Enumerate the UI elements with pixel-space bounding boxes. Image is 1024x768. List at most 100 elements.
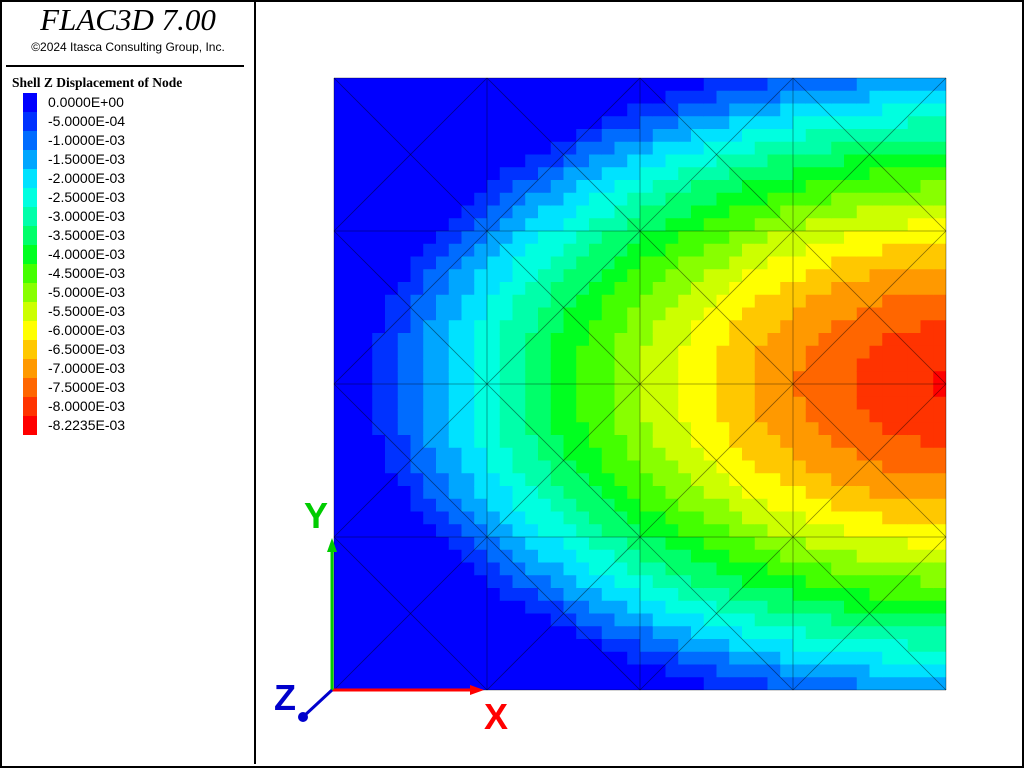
- contour-cell: [525, 384, 539, 398]
- contour-cell: [907, 677, 922, 690]
- contour-cell: [831, 78, 845, 92]
- contour-cell: [410, 78, 424, 92]
- contour-cell: [652, 626, 667, 640]
- contour-cell: [474, 639, 488, 653]
- contour-cell: [907, 409, 922, 423]
- contour-cell: [716, 562, 730, 576]
- contour-cell: [512, 524, 526, 538]
- contour-cell: [385, 256, 399, 270]
- contour-cell: [856, 626, 871, 640]
- contour-cell: [487, 562, 501, 576]
- contour-cell: [525, 422, 539, 436]
- contour-cell: [448, 320, 463, 334]
- contour-cell: [563, 154, 577, 168]
- contour-cell: [576, 562, 590, 576]
- contour-cell: [397, 141, 412, 156]
- contour-cell: [856, 256, 871, 270]
- contour-cell: [589, 345, 603, 360]
- contour-cell: [640, 639, 654, 653]
- contour-cell: [678, 256, 692, 270]
- contour-cell: [920, 103, 934, 117]
- contour-cell: [461, 371, 475, 385]
- contour-cell: [665, 664, 679, 678]
- contour-cell: [793, 180, 807, 194]
- contour-cell: [346, 626, 361, 640]
- contour-cell: [844, 78, 858, 92]
- contour-cell: [487, 422, 501, 436]
- contour-cell: [729, 243, 743, 258]
- contour-cell: [436, 651, 450, 666]
- contour-plot[interactable]: YXZ: [258, 2, 1022, 766]
- contour-cell: [359, 154, 373, 168]
- contour-cell: [844, 588, 858, 602]
- contour-cell: [640, 307, 654, 321]
- contour-cell: [831, 384, 845, 398]
- contour-cell: [933, 639, 946, 653]
- contour-cell: [589, 473, 603, 487]
- contour-cell: [665, 333, 679, 347]
- contour-cell: [627, 486, 641, 500]
- contour-cell: [729, 511, 743, 525]
- contour-cell: [805, 600, 820, 615]
- contour-cell: [933, 549, 946, 564]
- contour-cell: [818, 154, 832, 168]
- contour-cell: [920, 384, 934, 398]
- contour-cell: [423, 116, 437, 130]
- contour-cell: [818, 524, 832, 538]
- contour-cell: [703, 460, 718, 474]
- contour-cell: [933, 320, 946, 334]
- contour-cell: [487, 167, 501, 181]
- contour-cell: [512, 320, 526, 334]
- contour-cell: [372, 103, 386, 117]
- mesh-line: [639, 536, 794, 691]
- contour-cell: [346, 192, 361, 207]
- contour-cell: [869, 282, 883, 296]
- contour-cell: [474, 409, 488, 423]
- contour-cell: [856, 218, 871, 232]
- contour-cell: [831, 333, 845, 347]
- contour-cell: [652, 90, 667, 105]
- contour-cell: [831, 167, 845, 181]
- contour-cell: [627, 141, 641, 156]
- contour-cell: [907, 613, 922, 627]
- contour-cell: [372, 460, 386, 474]
- contour-cell: [334, 78, 348, 92]
- contour-cell: [742, 282, 756, 296]
- contour-cell: [856, 103, 871, 117]
- contour-cell: [461, 243, 475, 258]
- contour-cell: [895, 345, 909, 360]
- contour-cell: [550, 320, 565, 334]
- contour-cell: [461, 524, 475, 538]
- contour-cell: [601, 447, 616, 462]
- contour-cell: [563, 639, 577, 653]
- contour-cell: [576, 537, 590, 551]
- contour-cell: [538, 409, 552, 423]
- contour-cell: [614, 116, 628, 130]
- contour-cell: [576, 231, 590, 245]
- contour-cell: [716, 371, 730, 385]
- contour-cell: [742, 486, 756, 500]
- contour-cell: [716, 116, 730, 130]
- contour-cell: [474, 269, 488, 283]
- contour-cell: [372, 473, 386, 487]
- contour-cell: [563, 345, 577, 360]
- contour-cell: [550, 575, 565, 589]
- contour-cell: [729, 473, 743, 487]
- contour-cell: [742, 639, 756, 653]
- contour-cell: [895, 205, 909, 219]
- contour-cell: [397, 588, 412, 602]
- contour-cell: [729, 294, 743, 309]
- contour-cell: [652, 435, 667, 449]
- contour-cell: [474, 473, 488, 487]
- title-divider: [6, 65, 244, 67]
- contour-cell: [691, 294, 705, 309]
- contour-cell: [627, 269, 641, 283]
- contour-cell: [780, 180, 794, 194]
- contour-cell: [359, 460, 373, 474]
- contour-cell: [844, 154, 858, 168]
- contour-cell: [767, 498, 781, 513]
- contour-cell: [397, 180, 412, 194]
- contour-cell: [831, 549, 845, 564]
- contour-cell: [640, 575, 654, 589]
